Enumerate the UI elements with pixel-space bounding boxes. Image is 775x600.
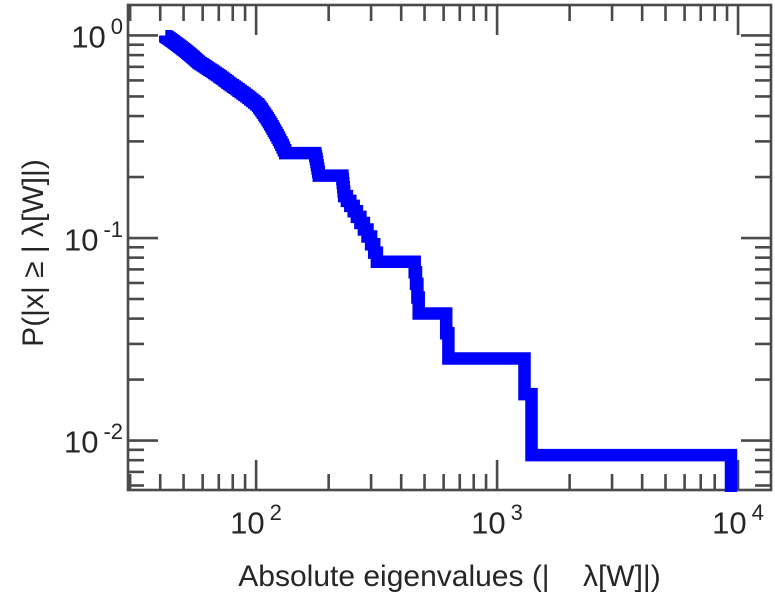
y-tick-base: 10 — [63, 424, 99, 460]
x-tick-base: 10 — [230, 505, 265, 541]
ccdf-step-curve — [159, 29, 738, 492]
y-tick-exp: -2 — [103, 419, 123, 444]
x-tick-base: 10 — [471, 505, 506, 541]
x-tick-exp: 4 — [751, 500, 764, 525]
y-tick-label-1e0: 10 0 — [0, 16, 123, 55]
x-tick-label-1e2: 10 2 — [230, 502, 282, 541]
y-tick-label-1e-1: 10 -1 — [0, 219, 123, 258]
x-tick-base: 10 — [712, 505, 747, 541]
x-tick-label-1e4: 10 4 — [712, 502, 764, 541]
y-tick-label-1e-2: 10 -2 — [0, 421, 123, 460]
x-axis-title: Absolute eigenvalues (| λ[W]|) — [238, 560, 661, 593]
y-tick-base: 10 — [71, 19, 106, 55]
x-tick-exp: 3 — [510, 500, 523, 525]
y-tick-exp: -1 — [103, 217, 123, 242]
y-axis-title: P(|x| ≥ | λ[W]|) — [17, 159, 50, 347]
y-tick-exp: 0 — [110, 14, 123, 39]
x-tick-label-1e3: 10 3 — [471, 502, 523, 541]
y-tick-base: 10 — [63, 222, 99, 258]
y-ticks — [128, 34, 771, 487]
x-tick-exp: 2 — [269, 500, 282, 525]
x-ticks — [128, 5, 740, 490]
plot-frame — [126, 3, 773, 492]
